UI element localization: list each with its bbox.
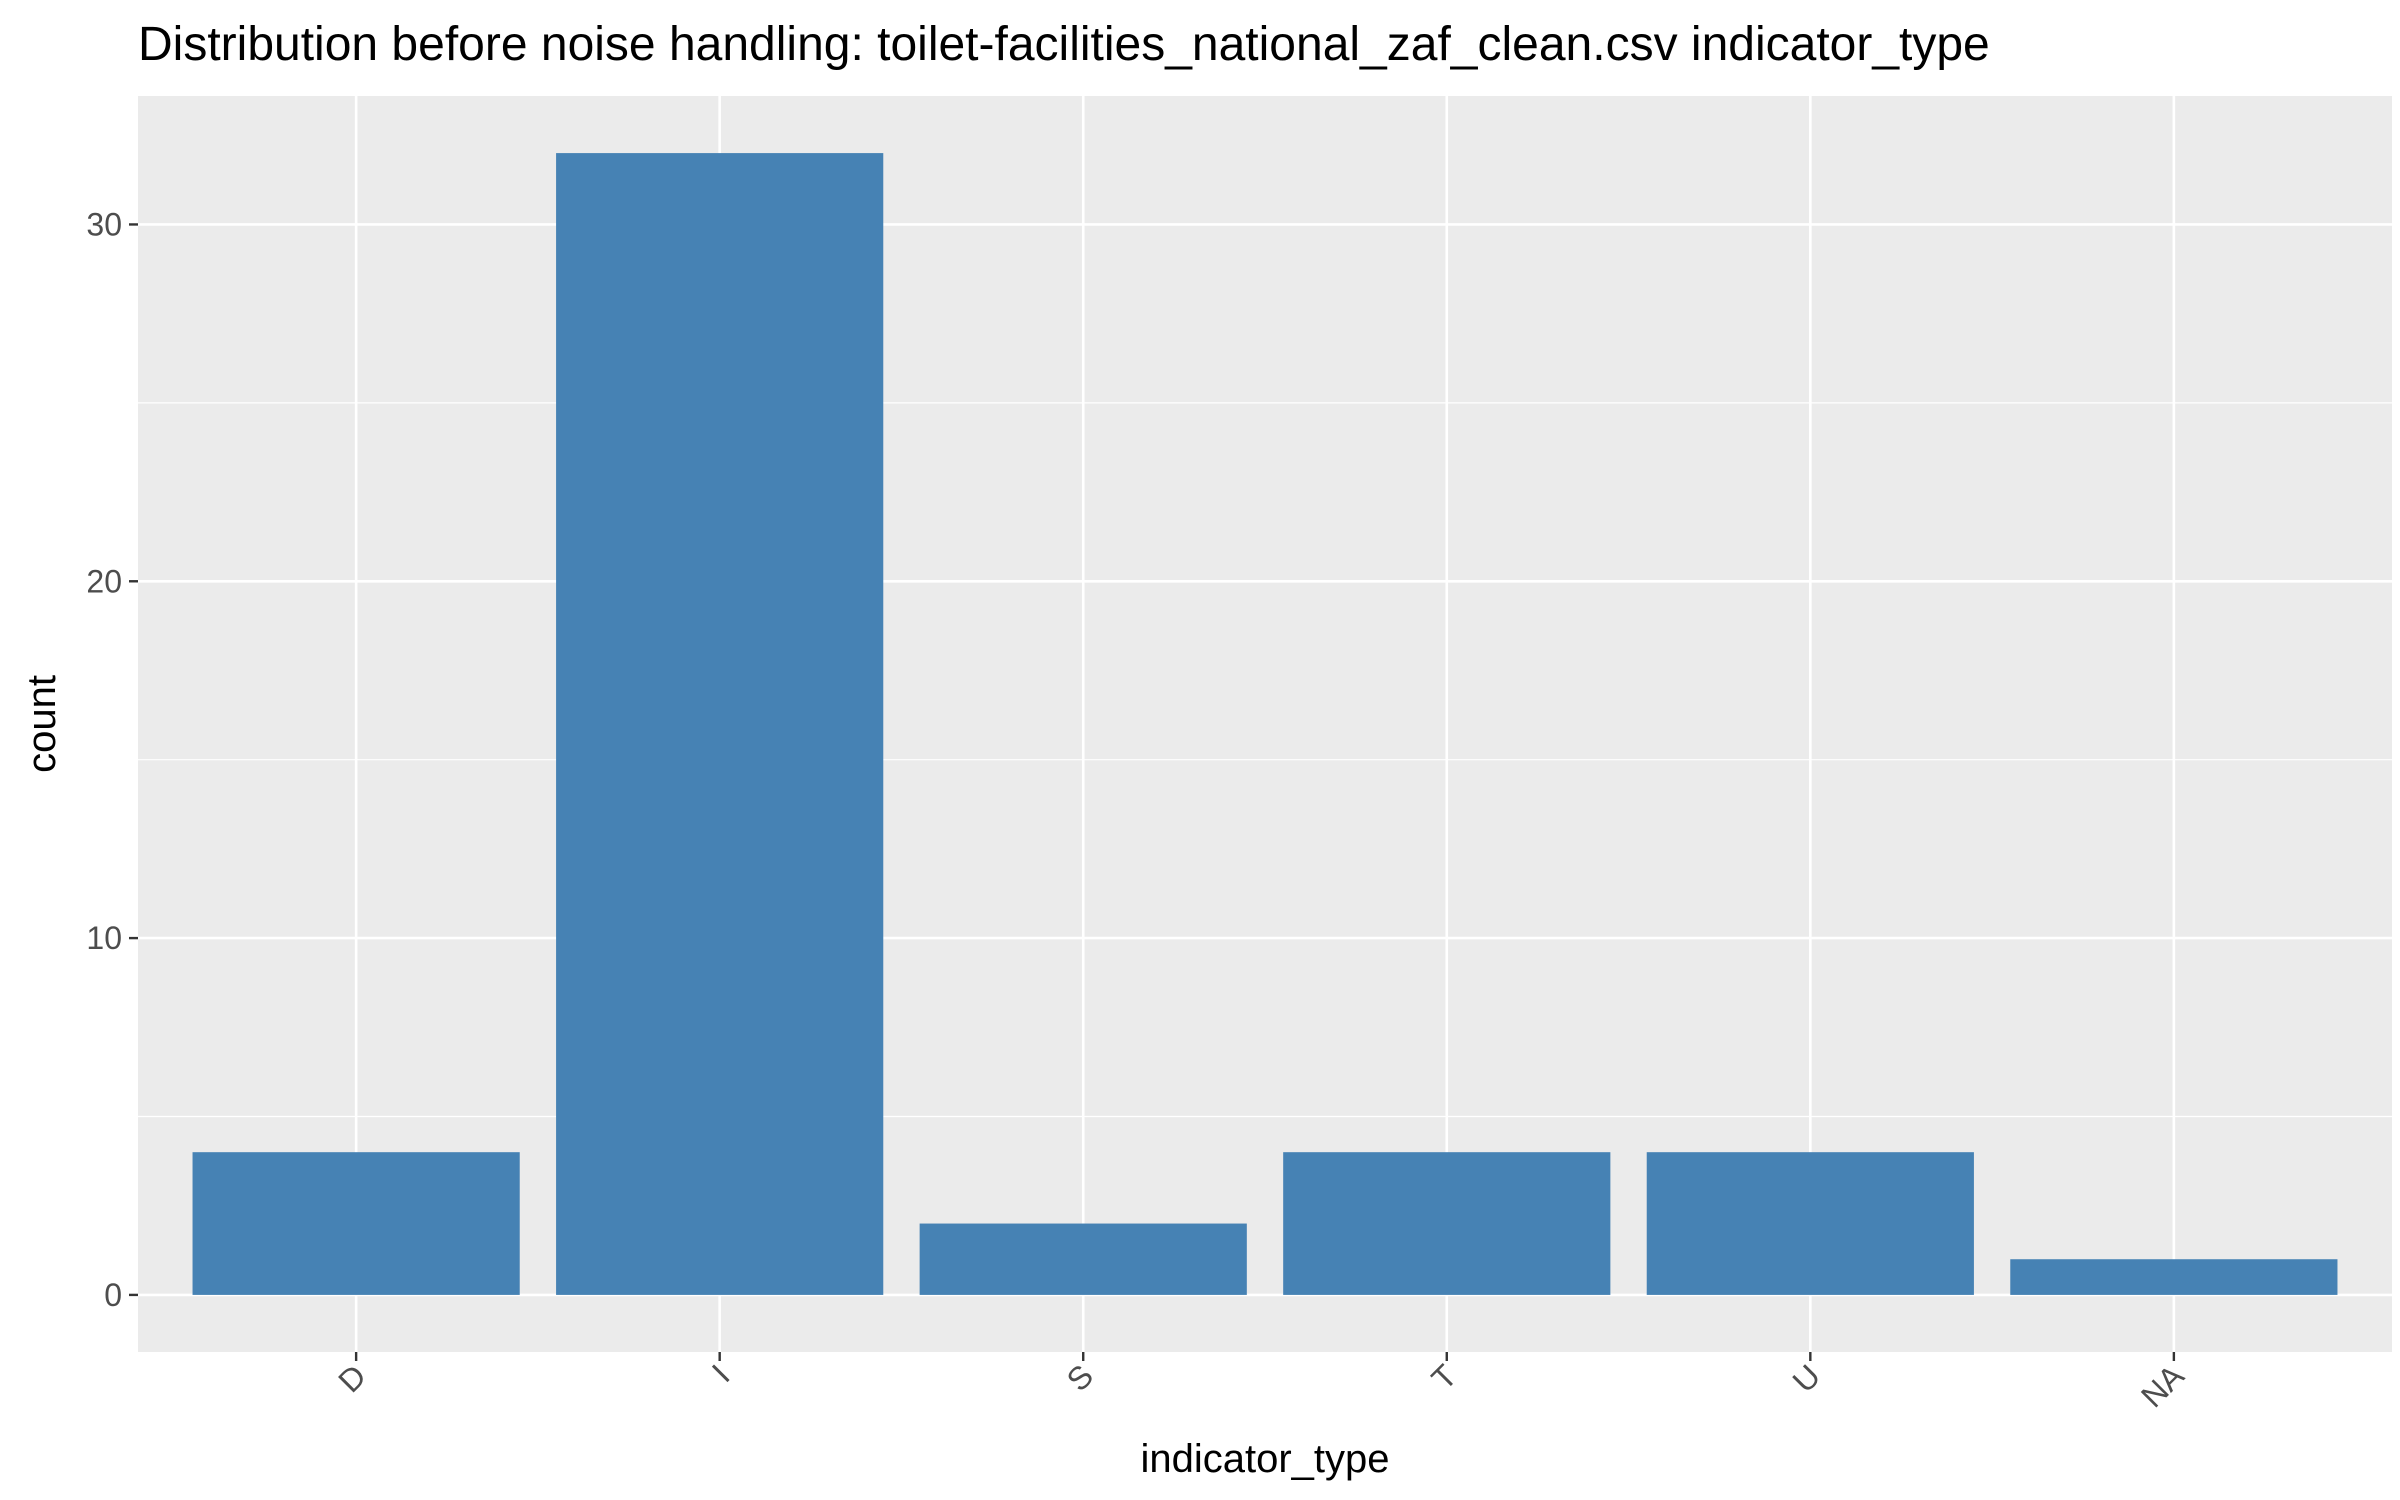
bar-na [2010, 1259, 2338, 1295]
x-tick-label-na: NA [2134, 1357, 2191, 1414]
y-axis-title: count [20, 675, 64, 773]
bar-s [919, 1223, 1247, 1295]
x-tick-label-i: I [705, 1357, 737, 1389]
chart-title: Distribution before noise handling: toil… [138, 18, 1990, 71]
x-tick-label-s: S [1060, 1357, 1101, 1398]
bar-i [556, 153, 884, 1295]
bar-t [1283, 1152, 1611, 1295]
y-tick-label: 30 [86, 206, 122, 242]
y-tick-label: 0 [104, 1277, 122, 1313]
y-tick-label: 10 [86, 920, 122, 956]
x-axis-title: indicator_type [1140, 1437, 1389, 1481]
bars [192, 153, 2338, 1295]
y-tick-label: 20 [86, 563, 122, 599]
x-tick-label-t: T [1424, 1357, 1463, 1396]
plot-panel [138, 96, 2392, 1352]
x-tick-label-u: U [1785, 1357, 1827, 1399]
bar-d [192, 1152, 520, 1295]
bar-u [1646, 1152, 1974, 1295]
x-tick-label-d: D [331, 1357, 373, 1399]
